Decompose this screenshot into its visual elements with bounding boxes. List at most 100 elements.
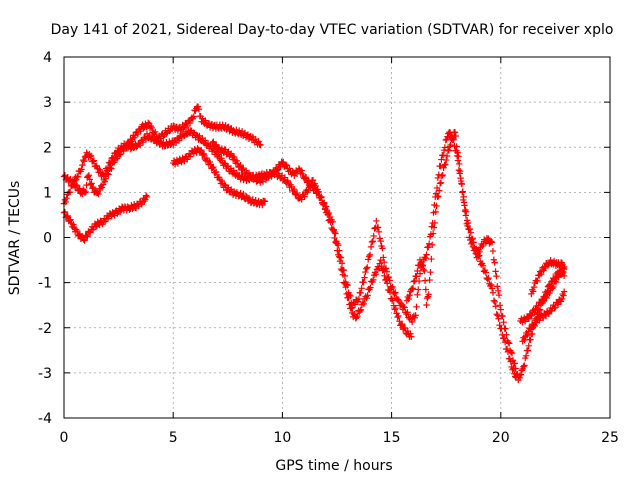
data-point-plus <box>512 374 520 381</box>
data-point-plus <box>103 167 111 174</box>
data-point-plus <box>213 141 220 148</box>
data-point-plus <box>210 163 217 171</box>
data-point-plus <box>340 279 348 286</box>
data-point-plus <box>317 194 324 202</box>
data-point-plus <box>430 224 438 231</box>
data-point-plus <box>78 166 85 173</box>
data-point-plus <box>282 161 290 169</box>
data-point-plus <box>291 185 298 193</box>
data-point-plus <box>286 165 293 172</box>
data-point-plus <box>249 196 256 203</box>
data-point-plus <box>461 202 468 209</box>
data-point-plus <box>501 339 509 346</box>
data-point-plus <box>198 146 205 154</box>
data-point-plus <box>148 124 155 131</box>
data-point-plus <box>426 276 433 284</box>
data-point-plus <box>383 268 391 275</box>
data-point-plus <box>560 265 567 272</box>
data-point-plus <box>493 311 500 318</box>
data-point-plus <box>341 280 348 287</box>
data-point-plus <box>199 151 207 159</box>
data-point-plus <box>504 348 512 356</box>
data-point-plus <box>320 201 327 208</box>
data-point-plus <box>373 217 380 225</box>
data-point-plus <box>491 298 499 306</box>
data-point-plus <box>283 162 290 169</box>
data-point-plus <box>436 187 443 194</box>
data-point-plus <box>484 276 491 283</box>
data-point-plus <box>101 173 108 180</box>
data-point-plus <box>499 312 506 320</box>
data-point-plus <box>540 297 548 305</box>
data-point-plus <box>428 255 435 263</box>
data-point-plus <box>336 257 344 265</box>
data-point-plus <box>510 365 517 372</box>
y-tick-label: 0 <box>43 231 52 247</box>
data-point-plus <box>422 286 430 293</box>
data-point-plus <box>530 283 538 291</box>
data-point-plus <box>80 158 88 165</box>
data-point-plus <box>520 363 527 370</box>
x-tick-label: 25 <box>601 430 619 446</box>
data-point-plus <box>389 297 397 304</box>
data-point-plus <box>126 206 133 213</box>
data-point-plus <box>357 289 364 297</box>
data-point-plus <box>363 265 370 272</box>
data-point-plus <box>202 137 209 144</box>
data-point-plus <box>301 174 309 182</box>
data-point-plus <box>546 289 553 297</box>
data-point-plus <box>184 156 191 163</box>
data-point-plus <box>79 161 86 169</box>
data-point-plus <box>70 221 77 228</box>
data-point-plus <box>463 208 470 215</box>
data-point-plus <box>386 288 394 296</box>
data-point-plus <box>394 296 402 303</box>
data-point-plus <box>237 189 244 197</box>
data-point-plus <box>209 164 216 172</box>
data-point-plus <box>537 270 545 278</box>
data-point-plus <box>467 229 475 236</box>
data-point-plus <box>488 285 496 292</box>
data-point-plus <box>257 179 264 186</box>
y-tick-label: -4 <box>38 411 52 427</box>
data-point-plus <box>552 278 560 286</box>
y-tick-label: 3 <box>43 95 52 111</box>
data-point-plus <box>399 320 406 328</box>
data-point-plus <box>353 314 360 321</box>
data-point-plus <box>436 180 444 187</box>
data-point-plus <box>86 176 93 183</box>
data-point-plus <box>364 292 371 299</box>
data-point-plus <box>221 181 228 189</box>
data-point-plus <box>129 205 136 212</box>
data-point-plus <box>372 270 380 278</box>
data-point-plus <box>212 142 219 149</box>
data-point-plus <box>89 185 96 192</box>
data-point-plus <box>501 334 508 342</box>
data-point-plus <box>435 193 442 200</box>
data-point-plus <box>409 285 417 292</box>
data-point-plus <box>293 189 301 197</box>
data-point-plus <box>554 299 561 307</box>
x-tick-label: 0 <box>60 430 69 446</box>
data-point-plus <box>401 304 408 311</box>
data-point-plus <box>343 290 350 298</box>
data-point-plus <box>309 176 317 184</box>
data-point-plus <box>487 281 495 289</box>
data-point-plus <box>210 138 217 145</box>
data-point-plus <box>186 119 194 127</box>
data-point-plus <box>517 371 525 378</box>
data-point-plus <box>61 208 69 216</box>
data-point-plus <box>206 158 213 166</box>
data-point-plus <box>369 238 377 245</box>
data-point-plus <box>70 180 77 188</box>
data-point-plus <box>521 336 528 344</box>
data-point-plus <box>101 178 109 185</box>
data-point-plus <box>456 160 463 168</box>
data-point-plus <box>233 126 240 134</box>
data-points <box>60 103 568 384</box>
data-point-plus <box>419 262 426 269</box>
data-point-plus <box>497 306 504 313</box>
data-point-plus <box>377 237 384 245</box>
data-point-plus <box>518 367 525 374</box>
